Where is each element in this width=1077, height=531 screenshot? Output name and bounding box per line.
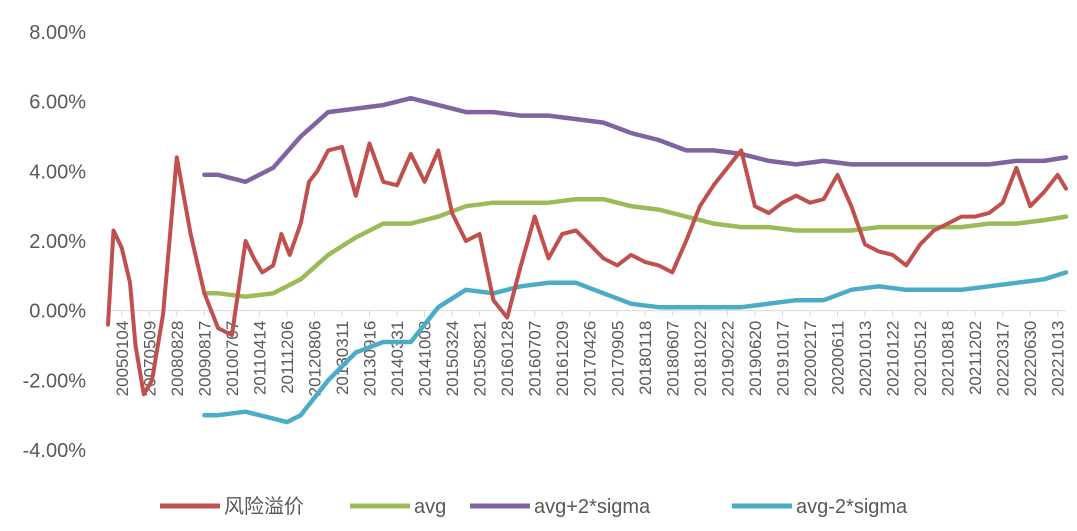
x-tick-label: 20150324	[443, 321, 462, 397]
x-tick-label: 20210122	[884, 321, 903, 397]
series-lines	[106, 95, 1069, 425]
x-tick-label: 20181022	[691, 321, 710, 397]
series-line-3	[202, 270, 1069, 425]
x-tick-label: 20190620	[746, 321, 765, 397]
x-tick-label: 20210512	[911, 321, 930, 397]
y-axis-ticks: 8.00% 6.00% 4.00% 2.00% 0.00% -2.00% -4.00%	[23, 22, 87, 462]
y-tick-label: 8.00%	[29, 22, 86, 44]
x-tick-label: 20110414	[250, 321, 269, 395]
x-tick-label: 20220630	[1021, 321, 1040, 397]
x-tick-label: 20180607	[663, 321, 682, 397]
x-tick-label: 20161209	[553, 321, 572, 397]
x-tick-label: 20180118	[636, 321, 655, 395]
x-tick-label: 20201013	[856, 321, 875, 397]
y-tick-label: 2.00%	[29, 231, 86, 253]
y-tick-label: 6.00%	[29, 92, 86, 114]
x-tick-label: 20141008	[416, 321, 435, 397]
legend: 风险溢价 avg avg+2*sigma avg-2*sigma	[160, 495, 908, 518]
x-tick-label: 20080828	[168, 321, 187, 397]
x-tick-label: 20210818	[939, 321, 958, 397]
series-line-2	[202, 95, 1069, 185]
x-tick-label: 20200611	[829, 321, 848, 395]
x-tick-label: 20160707	[526, 321, 545, 397]
x-tick-label: 20220317	[994, 321, 1013, 397]
x-tick-label: 20130311	[333, 321, 352, 395]
x-tick-label: 20070509	[140, 321, 159, 397]
x-tick-label: 20120806	[305, 321, 324, 397]
y-tick-label: 4.00%	[29, 161, 86, 183]
x-axis-ticks: 20050104 20070509 20080828 20090817 20100707…	[113, 310, 1068, 397]
legend-label: avg	[414, 496, 446, 518]
y-tick-label: -4.00%	[23, 440, 87, 462]
x-tick-label: 20221013	[1049, 321, 1068, 397]
x-tick-label: 20111206	[278, 321, 297, 394]
x-tick-label: 20170905	[608, 321, 627, 397]
x-tick-label: 20140331	[388, 321, 407, 397]
series-line-1	[202, 196, 1069, 299]
x-tick-label: 20170426	[581, 321, 600, 397]
x-tick-label: 20190222	[718, 321, 737, 397]
y-tick-label: 0.00%	[29, 301, 86, 323]
series-line-0	[106, 141, 1068, 397]
x-tick-label: 20050104	[113, 321, 132, 397]
legend-label: 风险溢价	[224, 495, 304, 518]
legend-label: avg+2*sigma	[534, 496, 651, 518]
x-tick-label: 20211202	[966, 321, 985, 395]
x-tick-label: 20200217	[801, 321, 820, 397]
x-tick-label: 20090817	[195, 321, 214, 397]
y-tick-label: -2.00%	[23, 370, 87, 392]
x-tick-label: 20191017	[773, 321, 792, 397]
x-tick-label: 20160128	[498, 321, 517, 397]
legend-label: avg-2*sigma	[796, 496, 908, 518]
x-tick-label: 20150821	[471, 321, 490, 397]
x-tick-label: 20130916	[361, 321, 380, 397]
x-tick-label: 20100707	[223, 321, 242, 397]
